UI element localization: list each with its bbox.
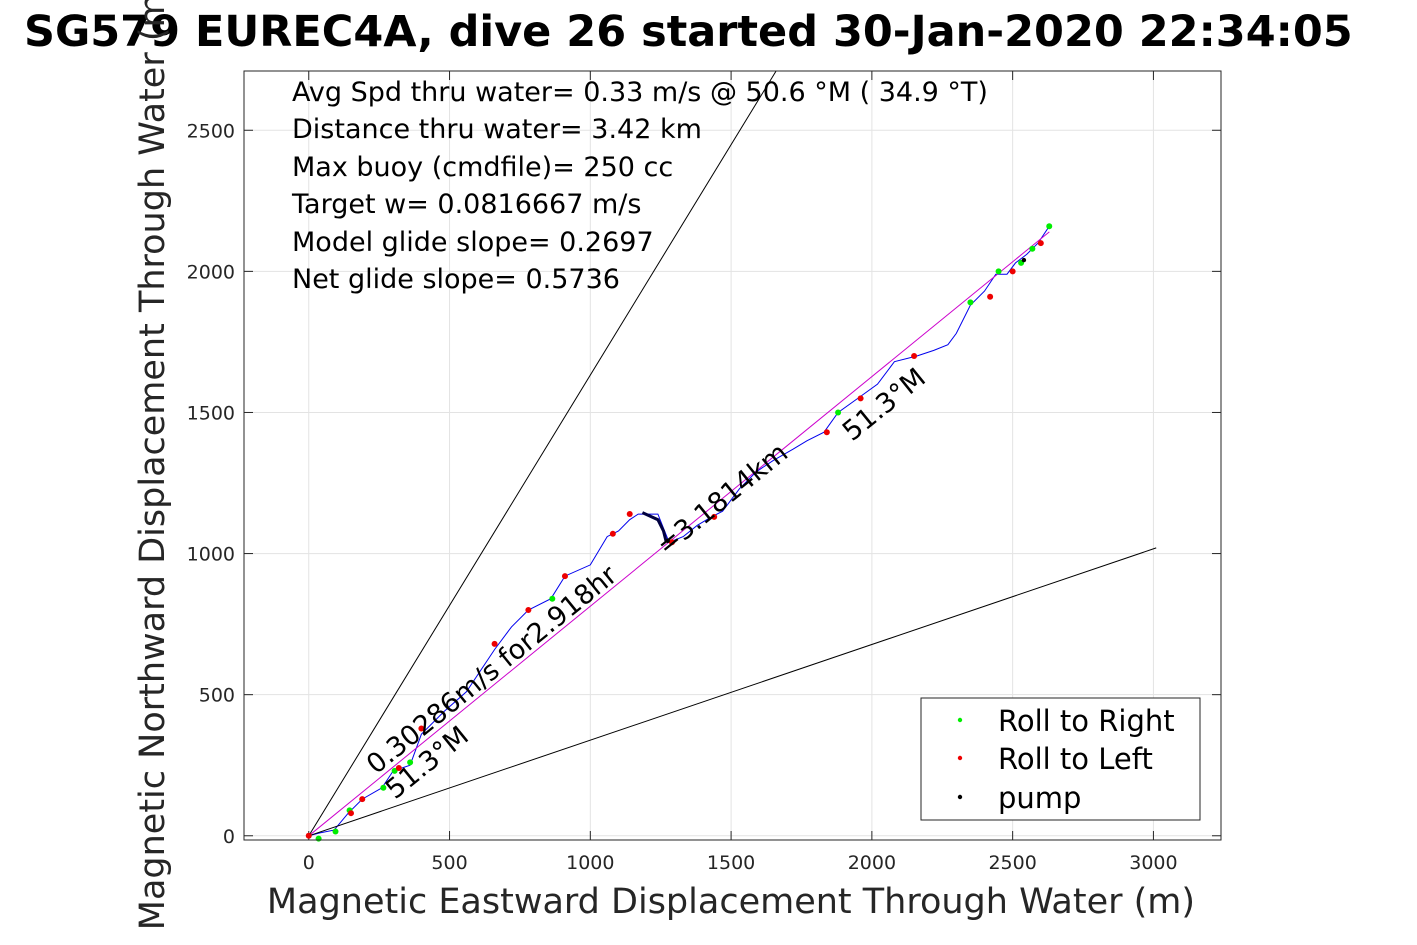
- pump-point: [1021, 257, 1027, 263]
- y-tick-label: 1000: [187, 544, 235, 566]
- roll-right-point: [1046, 223, 1053, 230]
- roll-right-point: [407, 759, 414, 766]
- roll-left-point: [525, 607, 532, 614]
- roll-left-point: [561, 573, 568, 580]
- y-tick-label: 1500: [187, 402, 235, 424]
- roll-left-point: [711, 513, 718, 520]
- y-tick-label: 2500: [187, 120, 235, 142]
- chart-title: SG579 EUREC4A, dive 26 started 30-Jan-20…: [24, 7, 1353, 57]
- roll-left-point: [857, 395, 864, 402]
- roll-left-point: [395, 765, 402, 772]
- stat-line: Model glide slope= 0.2697: [292, 227, 654, 258]
- roll-left-point: [418, 725, 425, 732]
- roll-left-point: [305, 832, 312, 839]
- series-line: [308, 231, 1050, 837]
- roll-left-point: [987, 293, 994, 300]
- x-tick-label: 2500: [988, 852, 1036, 874]
- stat-line: Target w= 0.0816667 m/s: [291, 189, 641, 220]
- x-tick-label: 1500: [707, 852, 755, 874]
- legend-marker-pump: [957, 794, 963, 800]
- legend-marker-roll-right: [957, 717, 963, 723]
- roll-left-point: [911, 353, 918, 360]
- series-line: [308, 547, 1157, 837]
- x-tick-label: 2000: [848, 852, 896, 874]
- roll-left-point: [609, 530, 616, 537]
- roll-left-point: [347, 810, 354, 817]
- roll-right-point: [391, 767, 398, 774]
- roll-left-point: [668, 539, 675, 546]
- legend-label-roll-left: Roll to Left: [998, 742, 1153, 776]
- grid: [244, 71, 1221, 840]
- legend-marker-roll-left: [957, 755, 963, 761]
- roll-right-point: [549, 595, 556, 602]
- roll-left-point: [823, 429, 830, 436]
- stat-line: Net glide slope= 0.5736: [292, 264, 620, 295]
- y-tick-label: 0: [223, 826, 235, 848]
- roll-right-point: [1029, 245, 1036, 252]
- pump-point: [665, 538, 670, 544]
- y-tick-label: 500: [199, 685, 235, 707]
- roll-right-point: [315, 835, 322, 842]
- legend-label-pump: pump: [998, 781, 1081, 815]
- stats-block: Avg Spd thru water= 0.33 m/s @ 50.6 °M (…: [291, 77, 988, 295]
- legend-label-roll-right: Roll to Right: [998, 704, 1175, 738]
- roll-left-point: [491, 640, 498, 647]
- series-line: [308, 70, 777, 837]
- roll-right-point: [995, 268, 1002, 275]
- roll-left-point: [1037, 240, 1044, 247]
- roll-right-point: [967, 299, 974, 306]
- x-tick-label: 1000: [566, 852, 614, 874]
- x-tick-label: 3000: [1129, 852, 1177, 874]
- plot-frame: [243, 70, 1222, 841]
- roll-left-point: [1009, 268, 1016, 275]
- roll-left-point: [626, 511, 633, 518]
- y-axis-label: Magnetic Northward Displacement Through …: [133, 0, 173, 930]
- series-line: [308, 225, 1050, 837]
- axis-ticks: 0 500 1000 1500 2000 2500 3000 0 500 1000 1500 2000…: [187, 71, 1221, 874]
- series-line: [641, 511, 668, 543]
- legend-box: [920, 697, 1201, 821]
- roll-right-point: [332, 828, 339, 835]
- x-tick-label: 0: [303, 852, 315, 874]
- stat-line: Distance thru water= 3.42 km: [292, 114, 702, 145]
- legend: Roll to Right Roll to Left pump: [920, 697, 1201, 821]
- roll-left-point: [359, 796, 366, 803]
- x-axis-label: Magnetic Eastward Displacement Through W…: [267, 882, 1195, 922]
- y-tick-label: 2000: [187, 261, 235, 283]
- stat-line: Avg Spd thru water= 0.33 m/s @ 50.6 °M (…: [292, 77, 988, 108]
- roll-right-point: [380, 784, 387, 791]
- x-tick-label: 500: [431, 852, 467, 874]
- roll-right-point: [835, 409, 842, 416]
- stat-line: Max buoy (cmdfile)= 250 cc: [292, 152, 673, 183]
- series-group: [308, 70, 1157, 837]
